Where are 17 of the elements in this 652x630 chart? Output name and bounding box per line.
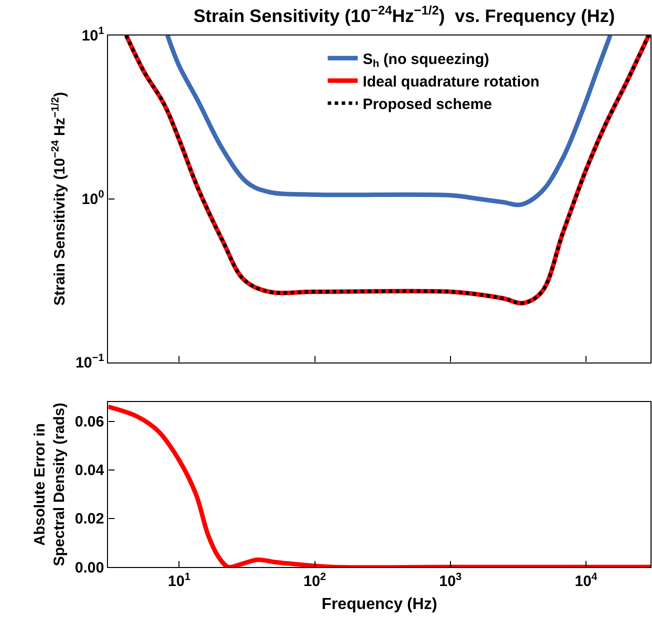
y-tick-label: 10$^{−1}$ bbox=[75, 352, 104, 372]
x-axis-title: Frequency (Hz) bbox=[322, 596, 438, 613]
y-tick-label: 0.00 bbox=[74, 559, 104, 576]
y-tick-label: 0.02 bbox=[74, 510, 104, 528]
y-tick-label: 0.04 bbox=[74, 462, 105, 480]
y-tick-label: 10$^{1}$ bbox=[82, 25, 104, 45]
y-tick-label: 10$^{0}$ bbox=[82, 188, 104, 208]
x-tick-label: 10$^{3}$ bbox=[439, 570, 462, 590]
y-axis-title: Absolute Error in Spectral Density (rads) bbox=[32, 402, 68, 566]
legend-label: Ideal quadrature rotation bbox=[362, 73, 540, 90]
x-tick-label: 10$^{1}$ bbox=[168, 570, 191, 590]
legend-label: Proposed scheme bbox=[362, 96, 492, 113]
y-tick-label: 0.06 bbox=[74, 414, 104, 431]
x-tick-label: 10$^{2}$ bbox=[303, 570, 326, 590]
chart-title: Strain Sensitivity (10$^{−24}$Hz$^{−1/2}$) vs. Frequency (Hz) bbox=[194, 3, 615, 26]
x-tick-label: 10$^{4}$ bbox=[574, 570, 598, 590]
legend-label: S$_{h}$ (no squeezing) bbox=[362, 50, 490, 70]
